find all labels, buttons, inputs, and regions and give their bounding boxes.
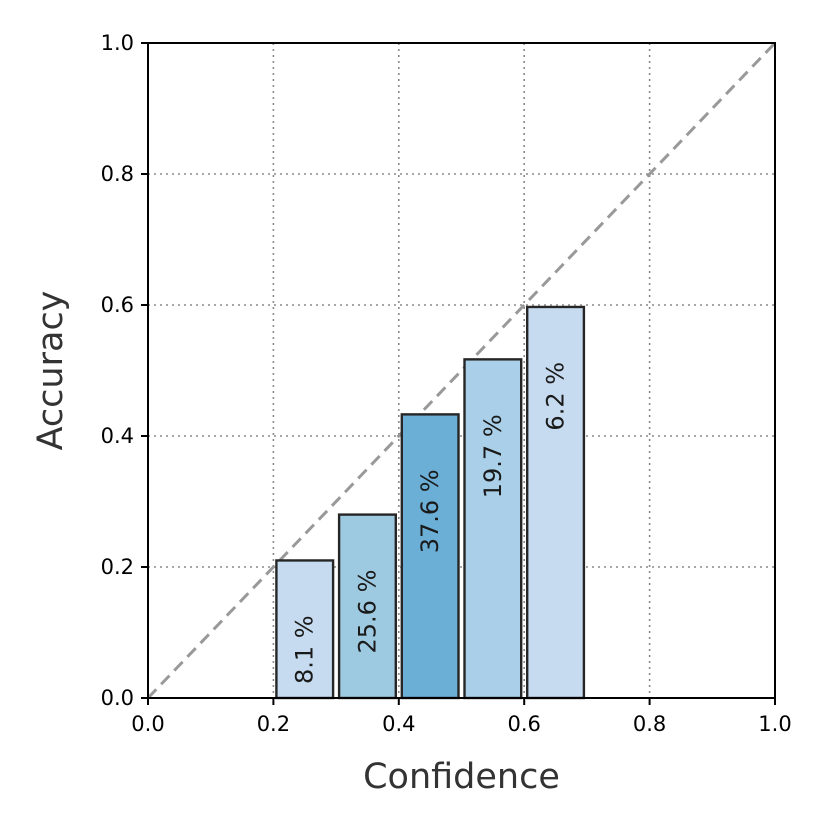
y-tick-label: 0.6 xyxy=(101,293,134,317)
bar-label-5: 6.2 % xyxy=(542,362,570,431)
y-tick-label: 1.0 xyxy=(101,31,134,55)
y-tick-label: 0.8 xyxy=(101,162,134,186)
bar-label-3: 37.6 % xyxy=(416,469,444,553)
bar-label-1: 8.1 % xyxy=(291,615,319,684)
y-tick-label: 0.4 xyxy=(101,424,134,448)
perfect-calibration-line xyxy=(146,41,777,700)
x-axis-title: Confidence xyxy=(363,757,560,797)
x-tick-label: 0.8 xyxy=(633,712,666,736)
bar-label-2: 25.6 % xyxy=(353,570,381,654)
bar-label-4: 19.7 % xyxy=(479,414,507,498)
bar-labels: 8.1 % 25.6 % 37.6 % 19.7 % 6.2 % xyxy=(291,362,570,684)
x-tick-label: 1.0 xyxy=(758,712,791,736)
x-tick-label: 0.6 xyxy=(507,712,540,736)
x-tick-labels: 0.0 0.2 0.4 0.6 0.8 1.0 xyxy=(131,712,791,736)
x-tick-label: 0.0 xyxy=(131,712,164,736)
bar-5 xyxy=(526,305,586,700)
y-tick-label: 0.2 xyxy=(101,555,134,579)
bar-1 xyxy=(275,559,335,700)
bar-4 xyxy=(463,358,523,700)
y-axis-title: Accuracy xyxy=(31,291,71,451)
ticks xyxy=(141,42,776,705)
plot-frame xyxy=(147,42,776,699)
x-tick-label: 0.4 xyxy=(382,712,415,736)
bar-3 xyxy=(400,413,460,700)
grid xyxy=(148,43,775,698)
y-tick-labels: 0.0 0.2 0.4 0.6 0.8 1.0 xyxy=(101,31,134,710)
x-tick-label: 0.2 xyxy=(257,712,290,736)
y-tick-label: 0.0 xyxy=(101,686,134,710)
